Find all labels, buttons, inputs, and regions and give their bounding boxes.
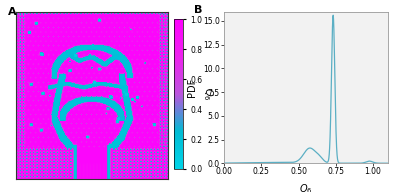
Text: B: B: [194, 5, 203, 15]
Y-axis label: $Q_6$: $Q_6$: [201, 87, 215, 101]
Text: A: A: [8, 7, 17, 17]
Y-axis label: PDF: PDF: [188, 78, 198, 97]
X-axis label: $Q_6$: $Q_6$: [299, 182, 313, 192]
